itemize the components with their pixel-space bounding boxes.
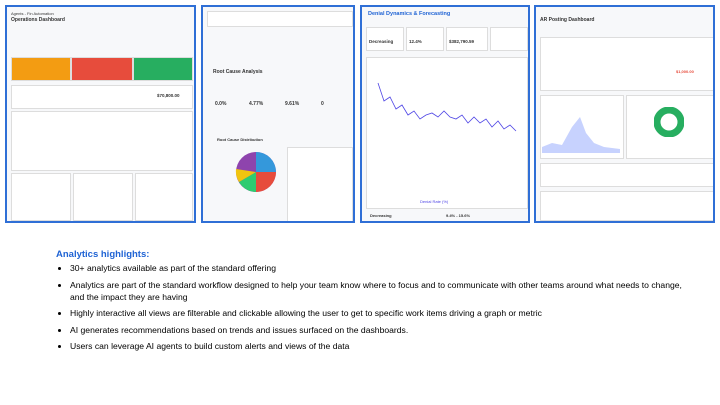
card <box>490 27 528 51</box>
chart-panel <box>366 57 528 209</box>
kpi: 4.77% <box>249 101 264 107</box>
bullet: Highly interactive all views are filtera… <box>70 307 690 319</box>
bullet: AI generates recommendations based on tr… <box>70 324 690 336</box>
bullet-list: 30+ analytics available as part of the s… <box>56 262 690 357</box>
title: AR Posting Dashboard <box>540 17 595 23</box>
kpi: $382,790.59 <box>449 39 475 44</box>
panel <box>540 191 713 221</box>
title: Denial Dynamics & Forecasting <box>368 11 451 17</box>
panel <box>540 163 713 187</box>
panel <box>135 173 193 221</box>
donut-chart <box>654 107 684 137</box>
title: Root Cause Analysis <box>213 69 263 75</box>
card <box>366 27 404 51</box>
panel <box>11 111 193 171</box>
card <box>11 57 71 81</box>
panel <box>73 173 133 221</box>
bullet: 30+ analytics available as part of the s… <box>70 262 690 274</box>
pie-chart <box>235 152 276 192</box>
kpi: Decreasing <box>369 39 394 44</box>
legend-table <box>287 147 353 221</box>
kpi: $70,800.00 <box>157 93 180 98</box>
kpi: 12.4% <box>409 39 422 44</box>
bullet: Users can leverage AI agents to build cu… <box>70 340 690 352</box>
card <box>446 27 488 51</box>
chart-title: Root Cause Distribution <box>217 137 263 142</box>
screenshot: AR Posting Dashboard $1,000.00 <box>534 5 715 223</box>
card <box>71 57 133 81</box>
panel <box>540 37 713 91</box>
area-chart <box>542 117 620 153</box>
screenshot: Agents - Fin Automation Operations Dashb… <box>5 5 196 223</box>
card <box>133 57 193 81</box>
footer-value: 9.4% - 15.6% <box>446 213 471 218</box>
title: Operations Dashboard <box>11 17 65 23</box>
kpi: 0 <box>321 101 324 107</box>
kpi: $1,000.00 <box>676 69 694 74</box>
line-chart <box>377 82 517 132</box>
screenshot: Root Cause Analysis 0.0% 4.77% 9.61% 0 R… <box>201 5 355 223</box>
panel <box>11 173 71 221</box>
kpi: 0.0% <box>215 101 227 107</box>
card <box>406 27 444 51</box>
panel <box>11 85 193 109</box>
legend: Denial Rate (%) <box>420 199 449 204</box>
bullet: Analytics are part of the standard workf… <box>70 279 690 303</box>
filters <box>207 11 353 27</box>
heading: Analytics highlights: <box>56 249 150 260</box>
app-name: Agents - Fin Automation <box>11 11 54 16</box>
screenshot: Denial Dynamics & Forecasting Decreasing… <box>360 5 530 223</box>
panel <box>626 95 713 159</box>
footer-value: Decreasing <box>370 213 392 218</box>
kpi: 9.61% <box>285 101 300 107</box>
